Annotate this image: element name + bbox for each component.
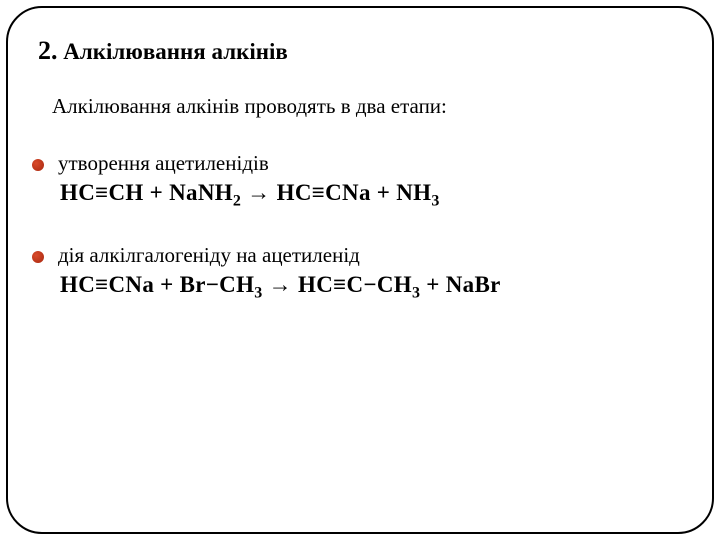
heading-title: Алкілювання алкінів bbox=[63, 39, 288, 64]
heading-number: 2. bbox=[38, 36, 58, 65]
slide-frame: 2. Алкілювання алкінів Алкілювання алкін… bbox=[6, 6, 714, 534]
step-equation: HC≡CNa + Br−CH3 → HC≡C−CH3 + NaBr bbox=[60, 272, 682, 303]
step-equation: HC≡CH + NaNH2 → HC≡CNa + NH3 bbox=[60, 180, 682, 211]
section-heading: 2. Алкілювання алкінів bbox=[38, 36, 682, 66]
intro-text: Алкілювання алкінів проводять в два етап… bbox=[52, 94, 682, 119]
step-label: дія алкілгалогеніду на ацетиленід bbox=[58, 243, 360, 268]
step-label: утворення ацетиленідів bbox=[58, 151, 269, 176]
step-item: дія алкілгалогеніду на ацетиленід bbox=[38, 243, 682, 268]
bullet-icon bbox=[32, 251, 44, 263]
bullet-icon bbox=[32, 159, 44, 171]
step-item: утворення ацетиленідів bbox=[38, 151, 682, 176]
